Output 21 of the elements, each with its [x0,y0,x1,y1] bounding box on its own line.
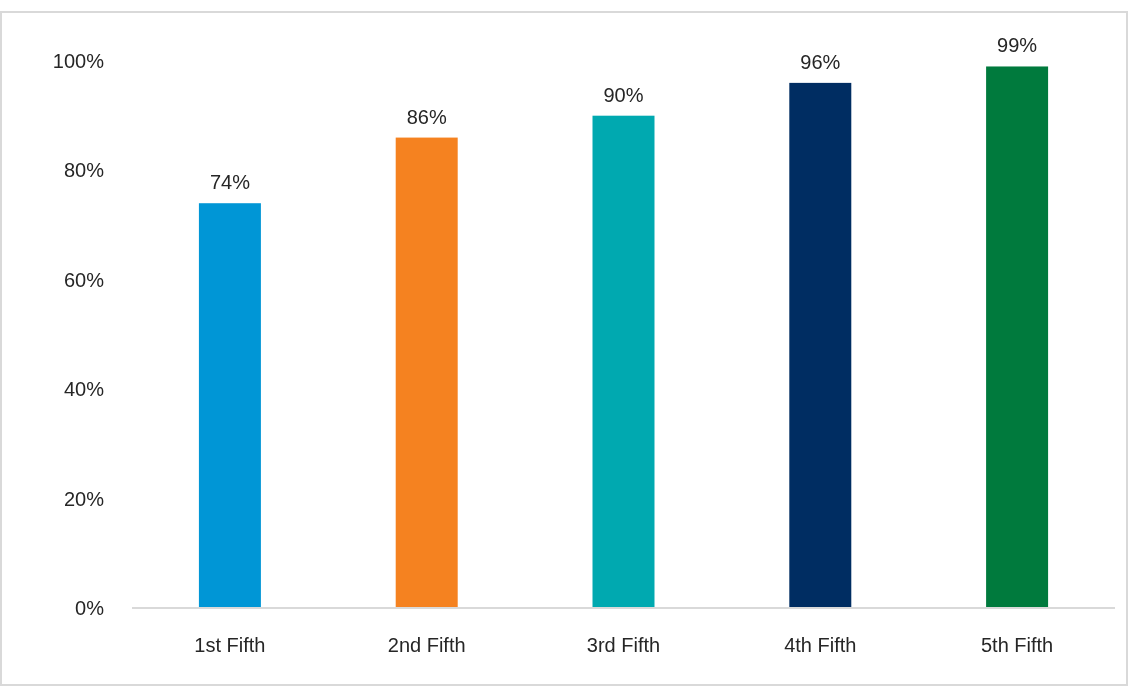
y-tick-label: 0% [75,597,105,619]
y-tick-label: 100% [52,50,105,72]
data-label: 99% [997,34,1038,57]
data-label: 90% [603,83,644,106]
x-tick-label: 4th Fifth [784,634,857,656]
bar [395,137,458,608]
bar [198,203,261,608]
x-tick-label: 5th Fifth [980,634,1054,656]
bar [789,82,852,608]
data-label: 96% [800,50,841,73]
x-tick-label: 2nd Fifth [387,634,466,656]
data-label: 86% [406,105,447,128]
y-tick-label: 80% [63,159,105,182]
x-tick-label: 3rd Fifth [586,634,661,656]
x-tick-label: 1st Fifth [194,634,266,656]
bar [592,115,655,608]
bar [986,66,1049,608]
data-label: 74% [209,171,251,194]
y-tick-label: 40% [63,378,105,401]
y-tick-label: 20% [63,487,105,510]
y-tick-label: 60% [63,268,105,291]
